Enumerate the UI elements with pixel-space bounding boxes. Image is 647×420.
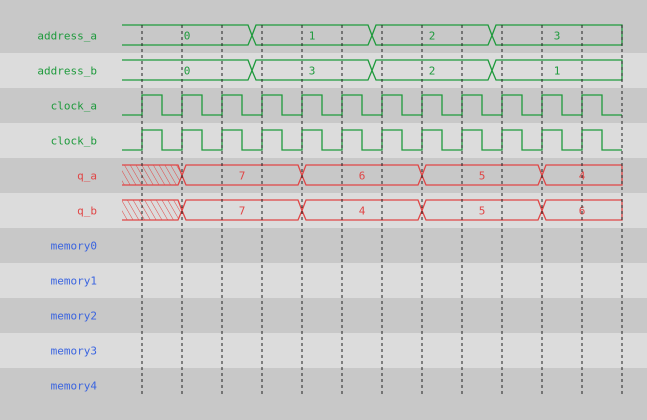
row-background: [0, 263, 647, 298]
bus-value: 0: [184, 65, 191, 78]
bus-value: 2: [429, 30, 436, 43]
signal-label: memory2: [51, 310, 97, 323]
signal-row-memory1: memory1: [0, 263, 647, 298]
bus-segment: [541, 199, 623, 221]
signal-row-q_b: q_b7456: [0, 193, 647, 228]
bus-value: 4: [359, 205, 366, 218]
bus-segment: [491, 24, 623, 46]
signal-row-address_a: address_a 0 1 2 3: [0, 18, 647, 53]
row-background: [0, 333, 647, 368]
signal-row-memory2: memory2: [0, 298, 647, 333]
bus-value: 2: [429, 65, 436, 78]
signal-row-memory4: memory4: [0, 368, 647, 403]
bus-segment: [491, 59, 623, 81]
signal-label: address_a: [37, 30, 97, 43]
signal-row-q_a: q_a7654: [0, 158, 647, 193]
signal-label: clock_a: [51, 100, 97, 113]
row-background: [0, 158, 647, 193]
unknown-segment: [122, 199, 183, 221]
signal-label: memory3: [51, 345, 97, 358]
row-background: [0, 18, 647, 53]
bus-value: 0: [184, 30, 191, 43]
bus-value: 7: [239, 170, 246, 183]
bus-value: 7: [239, 205, 246, 218]
row-background: [0, 88, 647, 123]
signal-row-memory3: memory3: [0, 333, 647, 368]
signal-label: q_b: [77, 205, 97, 218]
bus-value: 5: [479, 205, 486, 218]
bus-value: 3: [554, 30, 561, 43]
signal-label: memory0: [51, 240, 97, 253]
bus-value: 1: [554, 65, 561, 78]
bus-value: 5: [479, 170, 486, 183]
signal-row-address_b: address_b 0 3 2 1: [0, 53, 647, 88]
signal-row-clock_b: clock_b: [0, 123, 647, 158]
row-background: [0, 368, 647, 403]
bus-value: 3: [309, 65, 316, 78]
clock-waveform: [122, 129, 622, 151]
signal-row-clock_a: clock_a: [0, 88, 647, 123]
clock-waveform: [122, 94, 622, 116]
unknown-segment: [122, 164, 183, 186]
bus-value: 6: [359, 170, 366, 183]
bus-value: 1: [309, 30, 316, 43]
row-background: [0, 53, 647, 88]
signal-label: clock_b: [51, 135, 97, 148]
signal-label: memory1: [51, 275, 97, 288]
signal-label: address_b: [37, 65, 97, 78]
row-background: [0, 298, 647, 333]
row-background: [0, 228, 647, 263]
row-background: [0, 123, 647, 158]
signal-row-memory0: memory0: [0, 228, 647, 263]
signal-label: memory4: [51, 380, 98, 393]
signal-label: q_a: [77, 170, 97, 183]
row-background: [0, 193, 647, 228]
